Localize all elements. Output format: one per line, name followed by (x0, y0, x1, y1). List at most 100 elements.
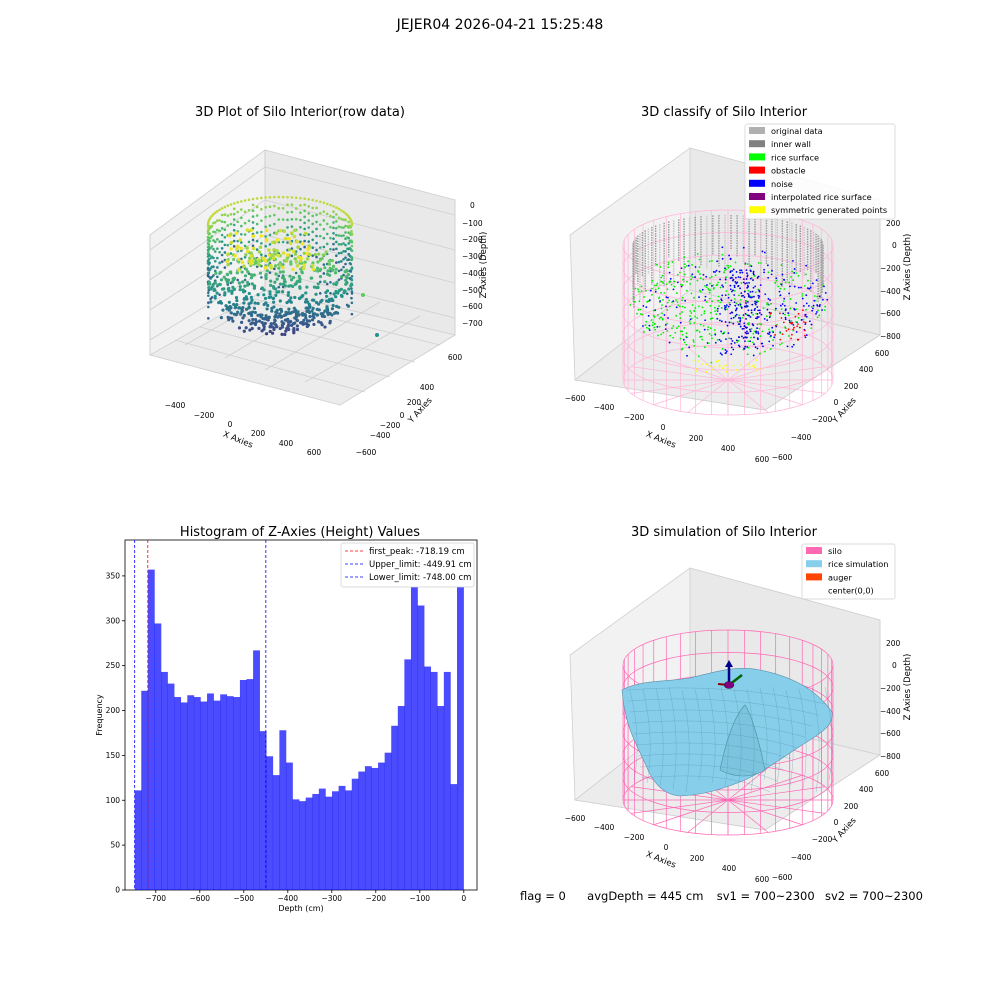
classified-point (810, 306, 813, 308)
rice-mesh-line (631, 720, 806, 738)
raw-data-point (268, 214, 272, 218)
classified-point (752, 270, 755, 273)
classified-point (727, 266, 730, 269)
status-line: flag = 0 avgDepth = 445 cm sv1 = 700~230… (520, 889, 990, 903)
classified-point (775, 279, 778, 282)
classified-point (757, 338, 759, 341)
histogram-bar (147, 569, 155, 890)
raw-data-point (207, 280, 211, 284)
rice-surface-mesh (621, 668, 833, 797)
raw-data-point (267, 316, 271, 320)
classified-point (646, 326, 648, 329)
histogram-bar (285, 762, 293, 890)
raw-data-point (240, 307, 244, 311)
rice-mesh-line (633, 731, 799, 749)
raw-data-point (268, 224, 272, 227)
raw-data-point (331, 303, 335, 308)
raw-data-point (337, 269, 341, 273)
raw-plot-title: 3D Plot of Silo Interior(row data) (195, 105, 405, 120)
classified-point (780, 308, 783, 310)
classified-point (719, 352, 722, 355)
classified-point (758, 309, 761, 312)
raw-data-point (216, 209, 219, 213)
histogram-x-tick-label: 0 (461, 894, 466, 903)
raw-data-point (286, 325, 290, 329)
classified-point (805, 273, 807, 276)
classified-point (744, 282, 747, 285)
classify-legend-swatch (749, 206, 765, 214)
classified-point (804, 321, 807, 324)
classify-legend-label: noise (771, 179, 793, 189)
classified-point (699, 290, 702, 293)
raw-data-point (350, 232, 354, 235)
raw-data-point (236, 257, 241, 262)
classified-point (716, 260, 719, 263)
raw-data-point (315, 266, 320, 270)
raw-data-point (344, 262, 347, 266)
classified-point (721, 348, 724, 350)
classified-point (692, 341, 695, 343)
histogram-x-tick-label: −700 (145, 894, 166, 903)
raw-data-point (303, 197, 306, 200)
raw-data-point (276, 253, 280, 258)
raw-data-point (320, 256, 324, 261)
raw-data-point (281, 290, 285, 294)
classified-point (676, 281, 679, 284)
classified-point (822, 284, 825, 286)
classified-point (702, 278, 705, 281)
simulation-xtick: 400 (722, 864, 737, 873)
classified-point (679, 330, 682, 333)
classify-ytick: 600 (875, 349, 890, 358)
raw-data-point (220, 213, 224, 217)
raw-data-point (251, 238, 255, 242)
classified-point (727, 293, 730, 296)
raw-data-point (303, 221, 306, 225)
classified-point (706, 284, 708, 286)
classified-point (649, 289, 652, 292)
histogram-y-tick-label: 50 (110, 841, 120, 850)
simulation-plot-title: 3D simulation of Silo Interior (631, 525, 818, 540)
classified-point (654, 290, 657, 293)
classified-point (654, 328, 657, 331)
raw-data-point (286, 233, 289, 237)
raw-data-point (210, 234, 214, 238)
raw-data-point (207, 228, 211, 231)
histogram-bar (305, 797, 313, 890)
histogram-bar (207, 693, 214, 890)
classified-point (722, 285, 725, 288)
raw-data-point (243, 210, 247, 214)
raw-data-point (273, 204, 276, 208)
classified-point (664, 328, 667, 330)
classified-point (692, 359, 695, 362)
raw-data-point (252, 286, 257, 290)
classified-point (677, 304, 680, 307)
silo-floor-spoke (727, 774, 803, 801)
classified-point (792, 328, 795, 331)
silo-floor-spoke (727, 786, 826, 801)
classified-point (740, 292, 743, 295)
classified-point (754, 346, 757, 349)
classified-point (745, 302, 747, 304)
raw-data-point (349, 225, 353, 229)
classified-point (757, 300, 760, 303)
classified-point (746, 286, 749, 289)
classified-point (690, 317, 693, 320)
classified-point (658, 317, 661, 320)
classified-point (721, 367, 724, 370)
classified-point (716, 299, 719, 302)
rice-surface (621, 668, 833, 797)
raw-data-point (213, 211, 217, 215)
classified-point (728, 337, 731, 340)
classified-point (709, 282, 711, 285)
raw-data-point (318, 246, 322, 249)
raw-data-point (375, 333, 379, 337)
classified-point (644, 324, 647, 326)
raw-data-point (315, 255, 318, 259)
classify-ytick: 200 (844, 382, 859, 391)
classified-point (748, 365, 751, 368)
classified-point (816, 295, 819, 298)
classified-point (733, 301, 736, 304)
classified-point (710, 275, 713, 278)
classified-point (747, 309, 750, 312)
classified-point (642, 305, 645, 307)
